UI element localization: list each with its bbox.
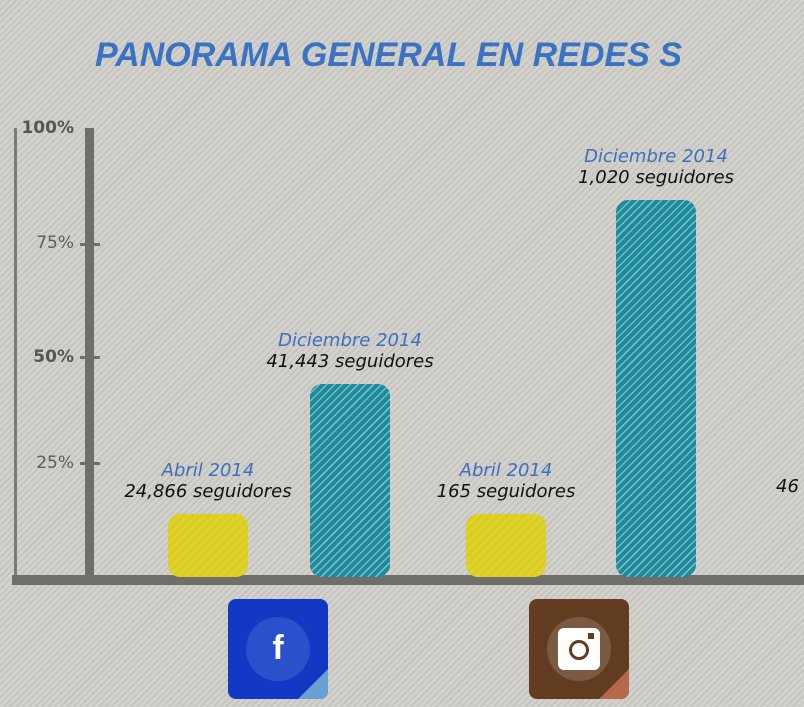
- bar-label: Diciembre 2014 41,443 seguidores: [240, 330, 460, 372]
- y-axis: [85, 128, 94, 580]
- bar-instagram-3: [616, 199, 696, 577]
- bar-period-label: Abril 2014: [459, 460, 553, 482]
- tick-25: [80, 462, 100, 465]
- bar-value-label: 41,443 seguidores: [266, 350, 434, 372]
- axis-guide-line: [14, 128, 17, 583]
- bar-facebook-0: [168, 514, 248, 577]
- facebook-icon: f: [228, 599, 328, 699]
- instagram-icon: [529, 599, 629, 699]
- tick-50: [80, 356, 100, 359]
- x-axis-baseline: [12, 575, 804, 585]
- tick-75: [80, 243, 100, 246]
- partial-label: 46: [776, 476, 799, 497]
- bar-period-label: Abril 2014: [161, 460, 255, 482]
- y-tick-label-25: 25%: [36, 453, 74, 473]
- y-tick-label-100: 100%: [21, 118, 74, 138]
- bar-label: Abril 2014 24,866 seguidores: [98, 460, 318, 502]
- bar-label: Diciembre 2014 1,020 seguidores: [546, 146, 766, 188]
- bar-period-label: Diciembre 2014: [584, 145, 728, 167]
- bar-period-label: Diciembre 2014: [278, 329, 422, 351]
- bar-facebook-1: [310, 383, 390, 577]
- y-tick-label-75: 75%: [36, 233, 74, 253]
- bar-value-label: 24,866 seguidores: [124, 481, 292, 503]
- bar-instagram-2: [466, 514, 546, 577]
- bar-label: Abril 2014 165 seguidores: [396, 460, 616, 502]
- bar-value-label: 165 seguidores: [436, 481, 576, 503]
- bar-value-label: 1,020 seguidores: [578, 166, 734, 188]
- y-tick-label-50: 50%: [33, 347, 74, 367]
- chart-title: PANORAMA GENERAL EN REDES S: [95, 36, 682, 74]
